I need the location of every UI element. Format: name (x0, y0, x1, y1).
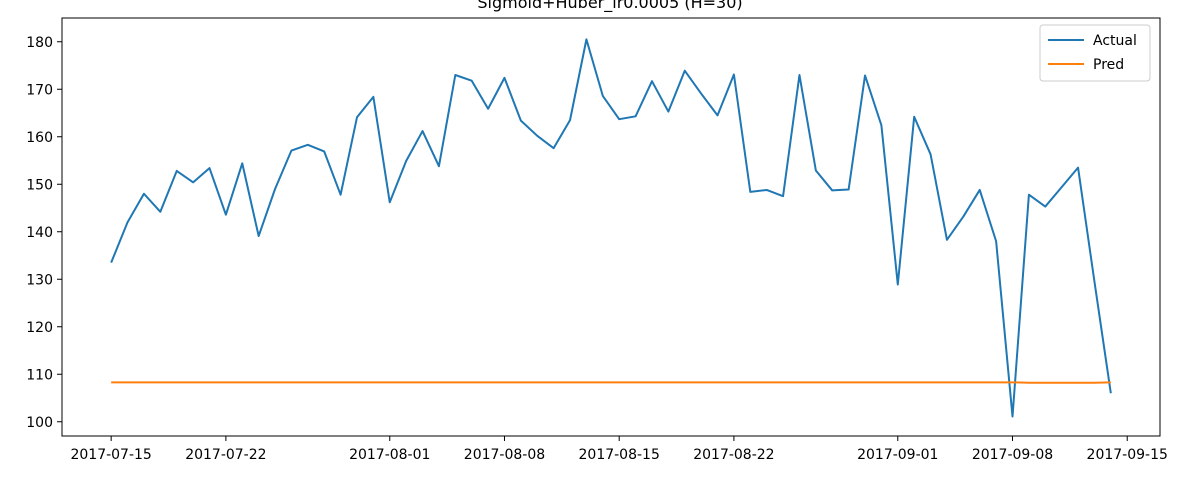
y-tick-label: 110 (26, 367, 53, 383)
y-tick-label: 160 (26, 130, 53, 146)
x-tick-label: 2017-08-01 (349, 447, 430, 463)
y-tick-label: 100 (26, 415, 53, 431)
x-tick-label: 2017-07-15 (70, 447, 151, 463)
y-tick-label: 180 (26, 35, 53, 51)
x-tick-label: 2017-08-22 (693, 447, 774, 463)
x-tick-label: 2017-09-08 (972, 447, 1053, 463)
y-tick-label: 130 (26, 272, 53, 288)
chart-title: Sigmoid+Huber_lr0.0005 (H=30) (477, 0, 742, 13)
x-tick-label: 2017-08-08 (464, 447, 545, 463)
plot-frame (61, 17, 1161, 437)
x-tick-label: 2017-08-15 (579, 447, 660, 463)
y-tick-label: 120 (26, 320, 53, 336)
y-tick-label: 140 (26, 225, 53, 241)
y-tick-label: 150 (26, 177, 53, 193)
legend: Actual Pred (1039, 24, 1151, 82)
legend-label-pred: Pred (1093, 57, 1124, 73)
x-tick-label: 2017-09-01 (857, 447, 938, 463)
y-tick-label: 170 (26, 82, 53, 98)
axes: 2017-07-15 2017-07-22 2017-08-01 2017-08-08… (26, 17, 1168, 463)
series-line-actual (110, 38, 1112, 418)
legend-label-actual: Actual (1093, 33, 1137, 49)
x-tick-label: 2017-09-15 (1087, 447, 1168, 463)
x-tick-label: 2017-07-22 (185, 447, 266, 463)
plot-area (110, 38, 1112, 418)
